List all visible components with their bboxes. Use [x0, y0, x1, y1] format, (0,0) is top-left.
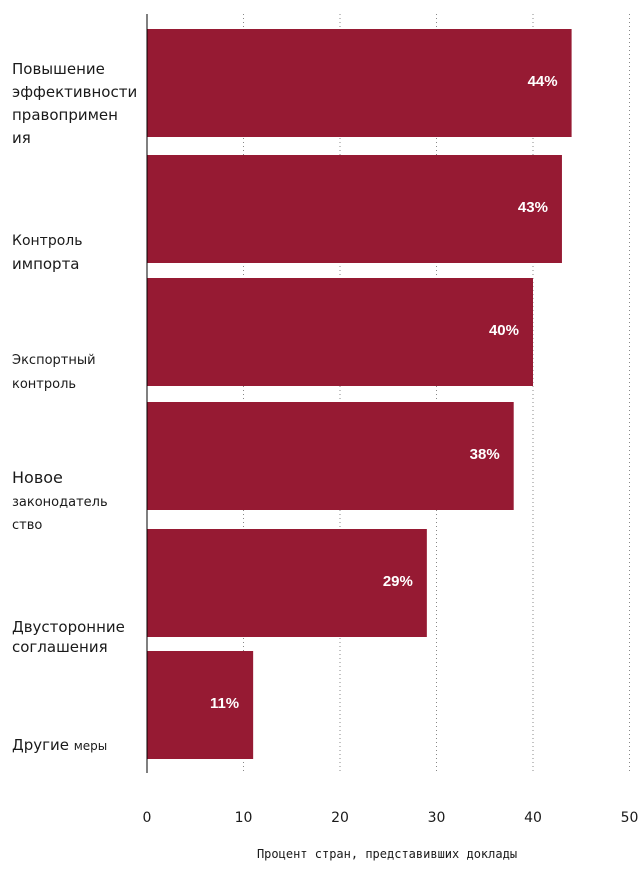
- bar-value-label: 11%: [210, 695, 239, 712]
- bar: [147, 402, 514, 510]
- x-tick-labels: 0 10 20 30 40 50: [143, 810, 639, 826]
- category-label: Контроль импорта: [12, 233, 82, 273]
- bar-value-label: 43%: [518, 199, 548, 216]
- bar: [147, 29, 572, 137]
- bar: [147, 155, 562, 263]
- category-label: Повышение эффективности правопримен ия: [12, 60, 137, 147]
- x-tick-label: 30: [428, 810, 446, 826]
- x-tick-label: 50: [621, 810, 639, 826]
- category-label: Новое законодатель ство: [12, 468, 108, 533]
- bar-value-label: 29%: [383, 573, 413, 590]
- x-axis-title: Процент стран, представивших доклады: [257, 847, 517, 861]
- bar-value-label: 38%: [470, 446, 500, 463]
- bar-value-label: 40%: [489, 322, 519, 339]
- bar: [147, 529, 427, 637]
- x-tick-label: 20: [331, 810, 349, 826]
- category-labels: Повышение эффективности правопримен ия Контр…: [12, 60, 137, 754]
- bars: 44% 43% 40% 38% 29% 11%: [147, 29, 572, 759]
- category-label: Другие меры: [12, 736, 107, 754]
- category-label: Двусторонние соглашения: [12, 618, 125, 656]
- bar: [147, 651, 254, 759]
- bar-value-label: 44%: [528, 73, 558, 90]
- gridlines: [243, 14, 630, 773]
- bar: [147, 278, 533, 386]
- x-tick-label: 10: [235, 810, 253, 826]
- category-label: Экспортный контроль: [12, 353, 96, 392]
- x-tick-label: 40: [524, 810, 542, 826]
- x-tick-label: 0: [143, 810, 152, 826]
